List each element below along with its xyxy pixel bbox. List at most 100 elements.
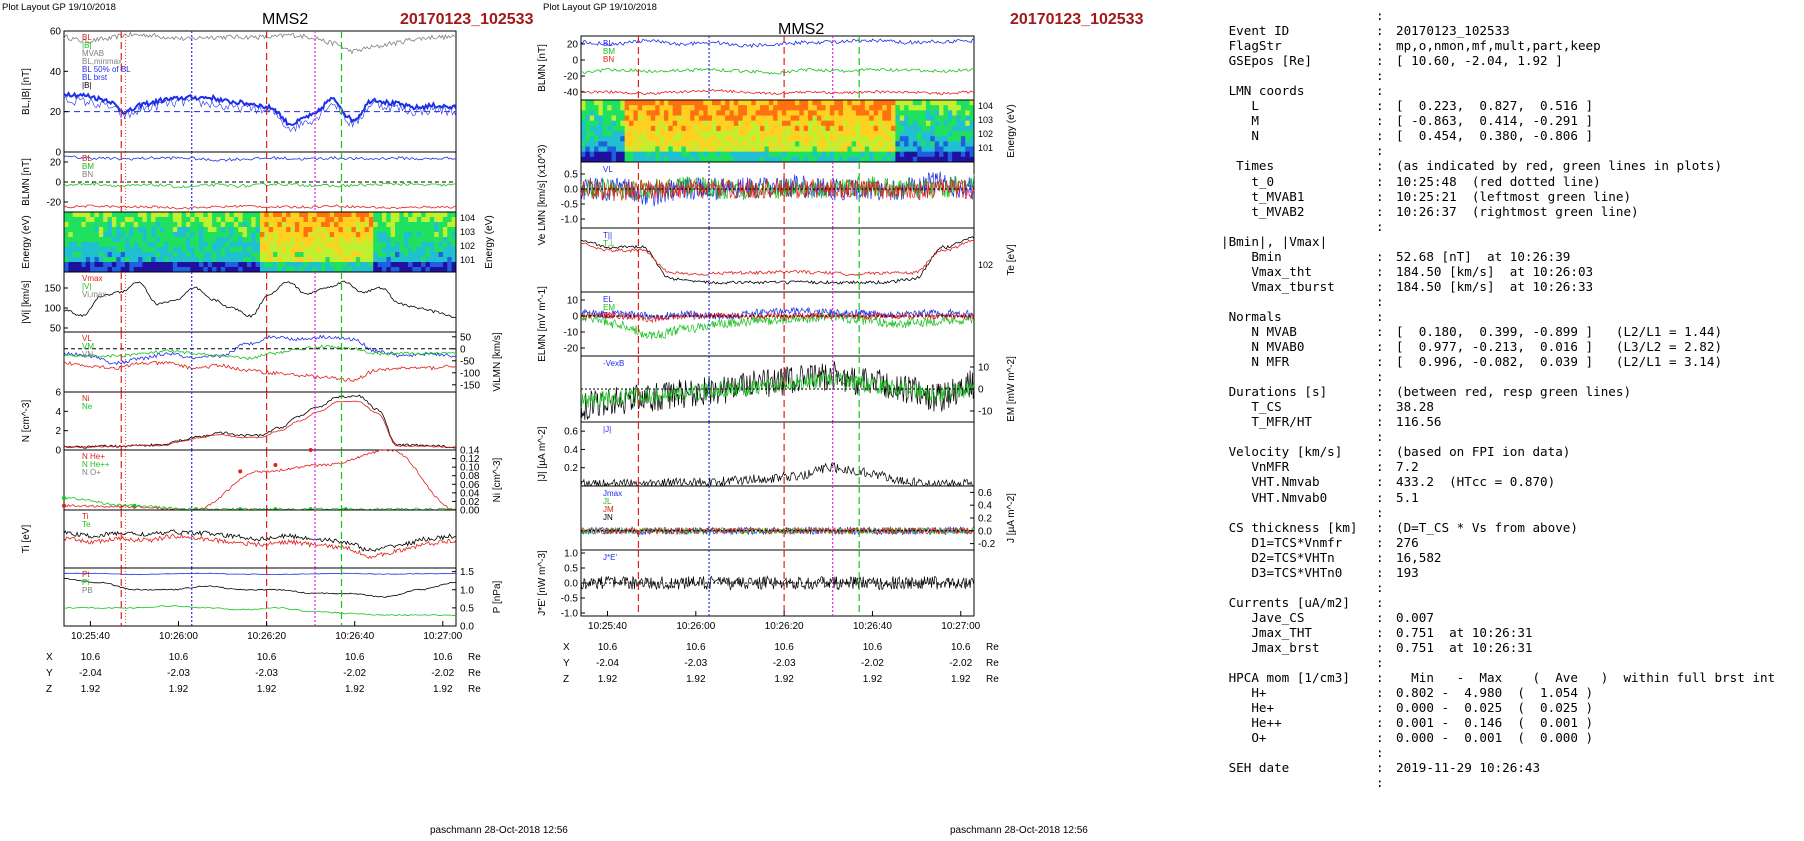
spectrogram-cell (860, 125, 866, 132)
spectrogram-cell (698, 141, 704, 147)
spectrogram-cell (825, 105, 831, 111)
spectrogram-cell (668, 115, 674, 122)
spectrogram-cell (421, 237, 427, 243)
series-vn (580, 178, 975, 202)
spectrogram-cell (908, 100, 914, 106)
info-key: Currents [uA/m2] (1221, 594, 1350, 610)
spectrogram-cell (294, 257, 300, 263)
spectrogram-cell (860, 115, 866, 122)
spectrogram-cell (707, 136, 713, 142)
spectrogram-cell (151, 257, 156, 263)
spectrogram-cell (159, 232, 165, 238)
spectrogram-cell (904, 120, 909, 127)
spectrogram-cell (216, 247, 222, 253)
spectrogram-cell (904, 141, 909, 147)
spectrogram-cell (381, 232, 387, 238)
y-tick-label: -0.2 (978, 539, 996, 550)
spectrogram-cell (729, 141, 735, 147)
y-axis-label: BL,|B| [nT] (21, 68, 32, 115)
spectrogram-cell (438, 217, 444, 223)
info-sep: : (1376, 98, 1384, 114)
spectrogram-cell (947, 131, 953, 137)
spectrogram-cell (242, 247, 248, 253)
spectrogram-cell (790, 146, 796, 153)
spectrogram-cell (655, 131, 661, 137)
spectrogram-cell (751, 131, 757, 137)
spectrogram-cell (364, 222, 370, 228)
legend-label: T⊥ (603, 239, 615, 248)
spectrogram-cell (694, 151, 700, 158)
spectrogram-cell (864, 115, 870, 122)
spectrogram-cell (216, 252, 222, 258)
spectrogram-cell (650, 131, 656, 137)
spectrogram-cell (447, 267, 453, 273)
spectrogram-cell (216, 267, 222, 273)
y-tick-label: 0.0 (460, 622, 474, 633)
spectrogram-cell (751, 120, 757, 127)
spectrogram-cell (799, 115, 805, 122)
spectrogram-cell (681, 141, 687, 147)
spectrogram-cell (690, 115, 696, 122)
spectrogram-cell (373, 257, 379, 263)
spectrogram-cell (633, 151, 639, 158)
panel-right-9 (580, 549, 975, 617)
panel-right-3 (580, 161, 975, 229)
spectrogram-cell (856, 141, 861, 147)
spectrogram-cell (81, 247, 87, 253)
spectrogram-cell (585, 115, 591, 122)
spectrogram-cell (629, 120, 634, 127)
spectrogram-cell (925, 146, 931, 153)
spectrogram-cell (124, 232, 130, 238)
y-tick-label: 20 (50, 107, 62, 118)
spectrogram-cell (917, 100, 923, 106)
spectrogram-cell (107, 237, 113, 243)
spectrogram-cell (90, 212, 95, 218)
spectrogram-cell (403, 222, 409, 228)
info-sep: : (1376, 519, 1384, 535)
spectrogram-cell (290, 242, 296, 248)
spectrogram-cell (633, 100, 639, 106)
spectrogram-cell (177, 257, 183, 263)
spectrogram-cell (620, 100, 626, 106)
spectrogram-cell (729, 105, 735, 111)
spectrogram-cell (199, 247, 204, 253)
spectrogram-cell (712, 125, 717, 132)
spectrogram-cell (611, 156, 617, 163)
spectrogram-cell (594, 146, 599, 153)
spectrogram-cell (698, 110, 704, 116)
spectrogram-cell (672, 105, 678, 111)
spectrogram-cell (98, 217, 104, 223)
spectrogram-cell (773, 131, 778, 137)
spectrogram-cell (677, 125, 682, 132)
info-row: : (1221, 8, 1801, 23)
spectrogram-cell (129, 212, 135, 218)
spectrogram-cell (755, 156, 761, 163)
spectrogram-cell (934, 146, 940, 153)
info-key: LMN coords (1221, 83, 1305, 99)
spectrogram-cell (225, 227, 231, 233)
y-tick-label: 0.5 (564, 170, 578, 181)
spectrogram-cell (120, 222, 126, 228)
spectrogram-cell (943, 131, 949, 137)
info-row: Vmax_tht:184.50 [km/s] at 10:26:03 (1221, 264, 1801, 279)
spectrogram-cell (956, 156, 962, 163)
spectrogram-cell (194, 222, 200, 228)
info-row: Normals: (1221, 309, 1801, 324)
spectrogram-cell (952, 141, 958, 147)
spectrogram-cell (768, 125, 774, 132)
spectrogram-cell (585, 146, 591, 153)
spectrogram-cell (851, 136, 857, 142)
spectrogram-cell (299, 227, 305, 233)
spectrogram-cell (90, 232, 95, 238)
y-axis-label: EM [mW m^-2] (1006, 356, 1017, 422)
coord-label: X (46, 652, 53, 663)
spectrogram-cell (264, 222, 270, 228)
spectrogram-cell (594, 156, 599, 163)
info-row: Event ID:20170123_102533 (1221, 23, 1801, 38)
spectrogram-cell (790, 131, 796, 137)
spectrogram-cell (303, 262, 309, 268)
spectrogram-cell (882, 120, 888, 127)
spectrogram-cell (812, 105, 818, 111)
spectrogram-cell (107, 267, 113, 273)
info-sep: : (1376, 609, 1384, 625)
